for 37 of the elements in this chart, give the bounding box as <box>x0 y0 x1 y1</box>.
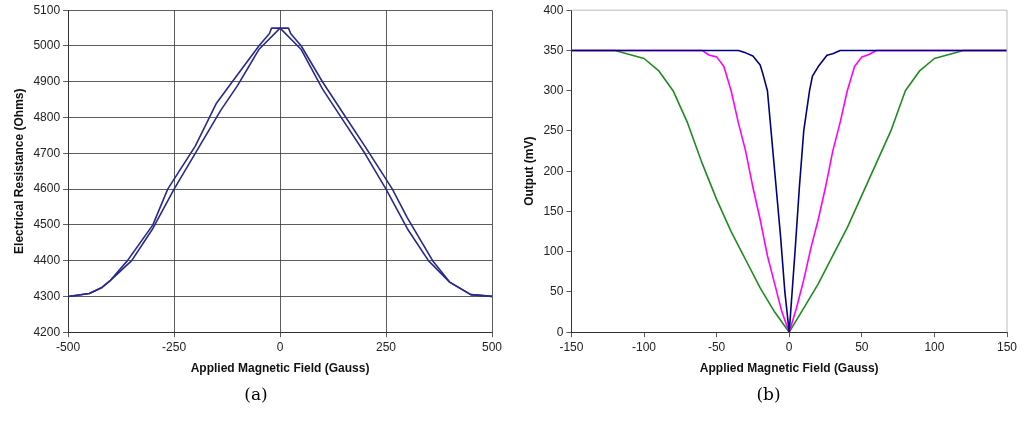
y-tick-label: 4800 <box>33 109 61 124</box>
x-axis-title: Applied Magnetic Field (Gauss) <box>190 361 370 376</box>
y-tick-label: 50 <box>550 284 564 299</box>
y-tick-label: 100 <box>543 244 564 259</box>
y-tick-label: 4700 <box>33 145 61 160</box>
x-tick-label: -100 <box>632 339 657 354</box>
x-tick-label: 250 <box>376 339 397 354</box>
y-axis-title: Output (mV) <box>521 136 536 206</box>
x-tick-label: 100 <box>924 339 945 354</box>
y-tick-label: 4900 <box>33 74 61 89</box>
y-axis-title: Electrical Resistance (Ohms) <box>11 88 26 254</box>
x-tick-label: 500 <box>481 339 503 354</box>
x-tick-label: -150 <box>559 339 584 354</box>
x-tick-label: -500 <box>56 339 81 354</box>
y-tick-label: 4300 <box>33 288 61 303</box>
y-tick-label: 300 <box>543 83 564 98</box>
y-tick-label: 250 <box>543 123 564 138</box>
y-tick-label: 200 <box>543 163 564 178</box>
x-tick-label: 50 <box>855 339 869 354</box>
y-tick-label: 5100 <box>33 2 61 17</box>
y-tick-label: 4400 <box>33 252 61 267</box>
y-tick-label: 150 <box>543 203 564 218</box>
x-tick-label: 0 <box>785 339 793 354</box>
x-tick-label: -250 <box>162 339 187 354</box>
x-tick-label: -50 <box>707 339 726 354</box>
x-axis-title: Applied Magnetic Field (Gauss) <box>699 361 879 376</box>
x-tick-label: 150 <box>996 339 1018 354</box>
y-tick-label: 4200 <box>33 324 61 339</box>
y-tick-label: 4500 <box>33 217 61 232</box>
x-tick-label: 0 <box>276 339 284 354</box>
y-tick-label: 350 <box>543 42 564 57</box>
y-tick-label: 0 <box>556 324 564 339</box>
y-tick-label: 5000 <box>33 38 61 53</box>
y-tick-label: 4600 <box>33 181 61 196</box>
text: (a) <box>244 384 268 404</box>
text: (b) <box>756 384 781 404</box>
y-tick-label: 400 <box>543 2 564 17</box>
